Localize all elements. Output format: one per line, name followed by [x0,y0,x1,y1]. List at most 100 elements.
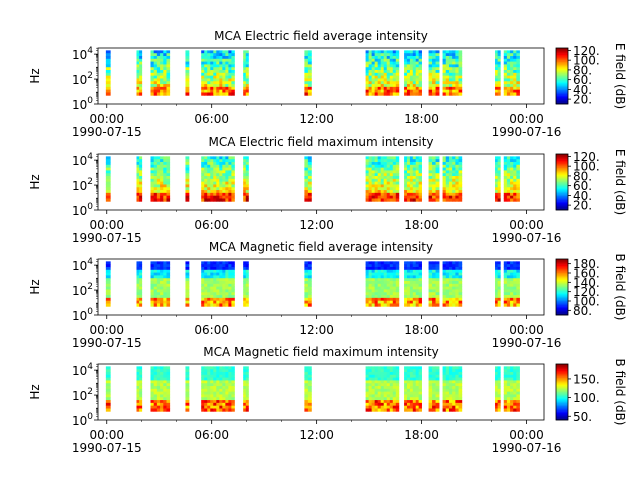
spectrogram-cell [409,198,414,202]
spectrogram-cell [163,264,167,268]
spectrogram-cell [506,198,511,202]
spectrogram-cell [160,86,164,91]
spectrogram-cell [409,391,414,395]
spectrogram-cell [448,371,453,376]
spectrogram-cell [409,75,414,79]
spectrogram-cell [163,295,167,299]
spectrogram-cell [455,272,459,276]
spectrogram-cell [139,278,143,282]
colorbar-cell [556,302,568,305]
panel-1: MCA Electric field average intensity1001… [28,29,627,139]
spectrogram-cell [225,198,229,202]
spectrogram-cell [228,89,232,93]
spectrogram-cell [210,400,214,404]
spectrogram-cell [136,374,140,378]
colorbar-cell [556,268,568,271]
spectrogram-cell [160,405,164,409]
spectrogram-cell [160,380,164,384]
spectrogram-cell [386,269,391,273]
spectrogram-cell [136,272,140,276]
spectrogram-cell [516,89,520,93]
colorbar-cell [556,291,568,293]
spectrogram-cell [448,55,453,60]
spectrogram-cell [166,198,171,202]
spectrogram-cell [432,86,436,91]
spectrogram-cell [503,86,508,91]
spectrogram-cell [455,167,459,171]
spectrogram-cell [458,275,463,279]
spectrogram-cell [435,86,440,91]
spectrogram-cell [216,377,220,381]
colorbar-cell [556,67,568,70]
spectrogram-cell [136,408,140,412]
spectrogram-cell [136,264,140,268]
spectrogram-cell [304,173,309,177]
spectrogram-cell [231,198,235,202]
spectrogram-cell [510,198,514,202]
spectrogram-cell [406,400,411,404]
spectrogram-cell [513,397,517,401]
spectrogram-cell [380,278,385,282]
spectrogram-cell [380,78,385,82]
spectrogram-cell [404,89,408,93]
spectrogram-cell [392,61,397,65]
spectrogram-cell [365,55,370,60]
spectrogram-cell [513,377,517,381]
spectrogram-cell [163,369,167,373]
spectrogram-cell [219,176,223,180]
spectrogram-cell [304,187,309,191]
spectrogram-cell [139,303,143,307]
spectrogram-cell [219,289,223,293]
spectrogram-cell [510,64,514,68]
spectrogram-cell [105,261,111,265]
spectrogram-cell [185,64,190,68]
spectrogram-cell [365,187,370,191]
spectrogram-cell [156,303,161,307]
spectrogram-cell [166,184,171,188]
spectrogram-cell [495,380,499,384]
spectrogram-cell [432,181,436,185]
spectrogram-cell [222,402,226,407]
spectrogram-cell [380,386,385,390]
spectrogram-cell [497,275,501,279]
spectrogram-cell [153,70,158,74]
spectrogram-cell [105,371,111,376]
spectrogram-cell [395,391,400,395]
spectrogram-cell [213,161,217,166]
spectrogram-cell [185,164,190,168]
spectrogram-cell [225,50,229,54]
colorbar-cell [556,270,568,272]
colorbar-tick-label: 100. [573,391,600,405]
spectrogram-cell [395,190,400,194]
spectrogram-cell [497,167,501,171]
spectrogram-cell [406,369,411,373]
spectrogram-cell [442,371,447,376]
spectrogram-cell [458,388,463,393]
spectrogram-cell [210,92,214,96]
spectrogram-cell [222,281,226,285]
spectrogram-cell [201,261,205,265]
spectrogram-cell [374,394,379,398]
colorbar-cell [556,200,568,202]
spectrogram-cell [222,50,226,54]
spectrogram-cell [377,283,382,288]
spectrogram-cell [156,190,161,194]
spectrogram-cell [136,61,140,65]
spectrogram-cell [412,86,417,91]
spectrogram-cell [225,184,229,188]
spectrogram-cell [448,402,453,407]
spectrogram-cell [105,192,111,197]
spectrogram-cell [243,386,247,390]
spectrogram-cell [386,266,391,271]
spectrogram-cell [448,264,453,268]
spectrogram-cell [150,67,155,71]
spectrogram-cell [392,402,397,407]
spectrogram-cell [386,78,391,82]
spectrogram-cell [243,164,247,168]
spectrogram-cell [156,86,161,91]
spectrogram-cell [307,261,312,265]
spectrogram-cell [216,264,220,268]
spectrogram-cell [513,84,517,88]
spectrogram-cell [216,170,220,174]
spectrogram-cell [163,173,167,177]
